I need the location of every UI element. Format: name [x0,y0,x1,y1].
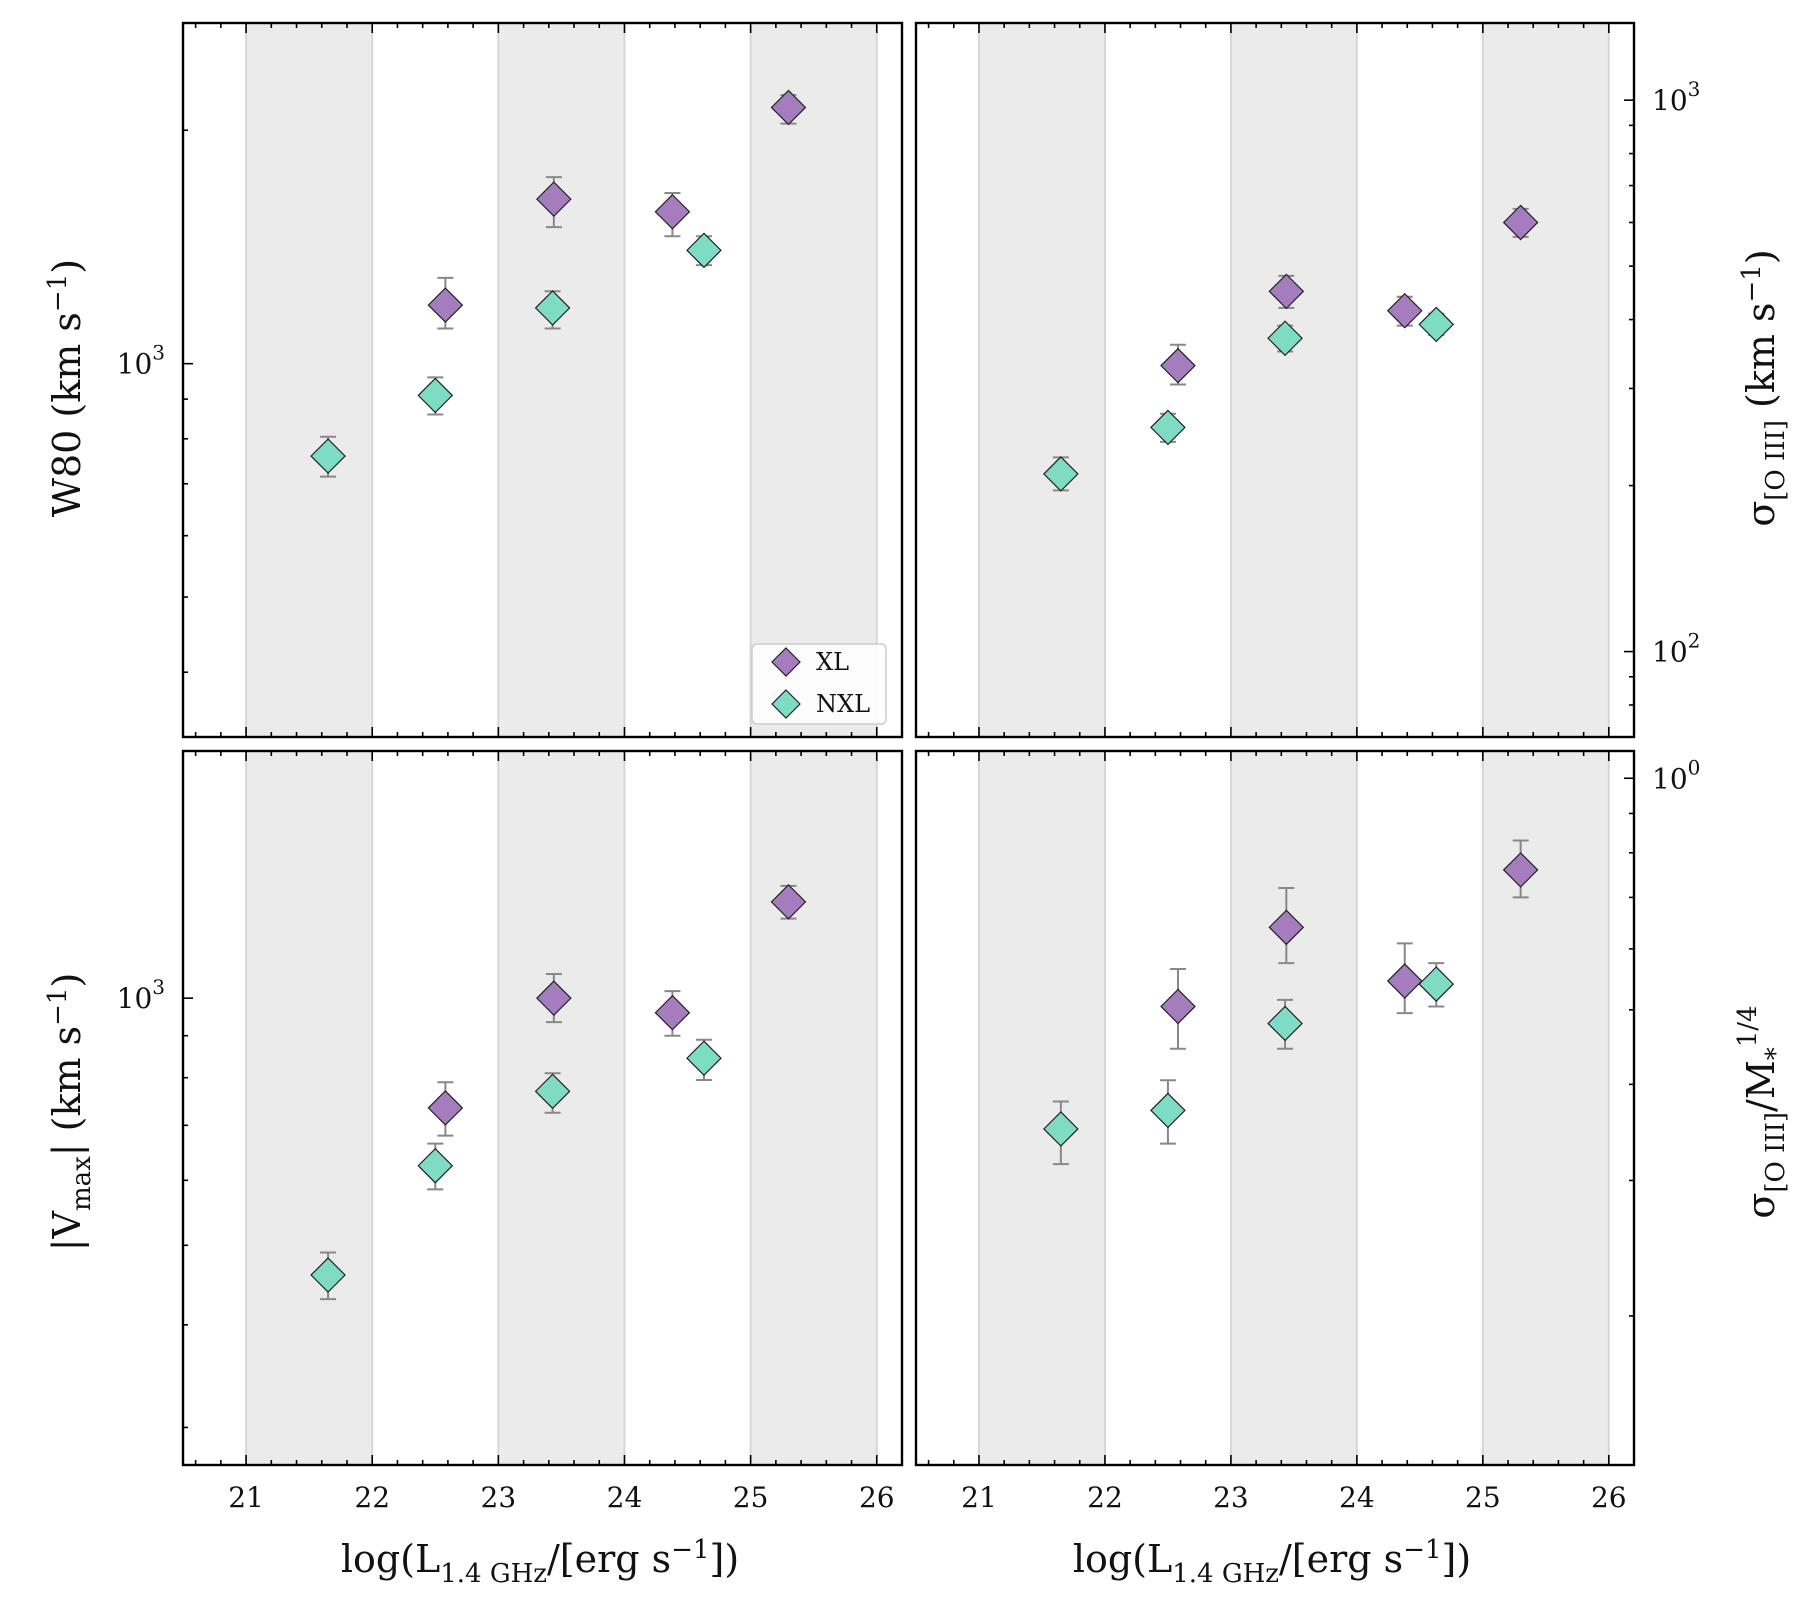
point-xl [1268,273,1305,310]
point-xl [536,980,572,1016]
point-xl [427,1090,464,1126]
band-1 [497,22,626,738]
panel-sigma-norm: 21 22 23 24 25 26 100 [914,749,1700,1514]
point-nxl [1043,1111,1079,1147]
panel-frame [914,21,1636,739]
point-xl [770,89,807,126]
point-nxl [1150,409,1186,446]
point-nxl [310,1257,346,1293]
ylabel-w80: W80 (km s−1) [43,259,89,517]
point-xl [1502,204,1539,241]
point-xl [654,193,691,230]
point-nxl [1267,1005,1303,1042]
point-xl [1160,347,1196,384]
legend-xl-label: XL [816,648,849,676]
band-1 [1229,750,1358,1466]
point-xl [770,884,807,920]
panel-vmax: 21 22 23 24 25 26 103 [117,749,904,1514]
band-2 [749,750,878,1466]
ylabel-sigma-norm: σ[O III]/M*1/4 [1733,1005,1791,1218]
point-nxl [310,438,346,474]
band-2 [1481,750,1610,1466]
panel-frame [181,21,904,739]
x-tick-label: 26 [859,1481,895,1514]
point-nxl [1267,320,1303,357]
panel-frame [914,749,1636,1467]
panel-sigma: 103 102 [914,21,1700,739]
band-0 [245,22,374,738]
x-tick-label: 25 [733,1481,769,1514]
point-nxl [1418,306,1455,343]
point-nxl [534,1073,571,1110]
band-0 [977,22,1106,738]
point-xl [1160,988,1196,1025]
point-nxl [1043,456,1079,492]
point-xl [1386,963,1423,999]
y-tick-label: 102 [1652,629,1700,669]
point-xl [654,994,691,1031]
point-xl [427,287,464,323]
point-nxl [417,1147,454,1184]
point-nxl [1150,1092,1186,1129]
y-tick-label: 103 [117,975,165,1015]
band-1 [497,750,626,1466]
band-1 [1229,22,1358,738]
xlabel-right: log(L1.4 GHz/[erg s−1]) [1073,1535,1471,1589]
x-tick-label: 24 [607,1481,643,1514]
band-2 [749,22,878,738]
x-tick-label: 24 [1339,1481,1375,1514]
x-tick-label: 22 [1087,1481,1123,1514]
band-2 [1481,22,1610,738]
point-nxl [686,232,722,269]
legend-xl-marker [771,647,801,677]
x-tick-label: 25 [1465,1481,1501,1514]
x-tick-label: 23 [481,1481,517,1514]
ylabel-vmax: |Vmax| (km s−1) [43,973,97,1252]
legend: XL NXL [751,643,887,725]
y-tick-label: 103 [117,341,165,381]
point-xl [536,181,572,217]
legend-nxl-marker [771,689,801,719]
x-tick-label: 22 [354,1481,390,1514]
point-nxl [686,1040,722,1077]
x-tick-label: 21 [961,1481,997,1514]
ylabel-sigma: σ[O III] (km s−1) [1737,249,1791,526]
x-tick-label: 23 [1213,1481,1249,1514]
point-nxl [417,377,454,414]
band-0 [977,750,1106,1466]
panel-w80: 103 [117,21,904,739]
y-tick-label: 103 [1652,77,1700,117]
x-tick-label: 26 [1591,1481,1627,1514]
band-0 [245,750,374,1466]
point-xl [1502,852,1539,888]
point-xl [1386,292,1423,329]
y-tick-label: 100 [1652,755,1700,795]
legend-nxl-label: NXL [816,690,870,718]
x-tick-label: 21 [228,1481,264,1514]
xlabel-left: log(L1.4 GHz/[erg s−1]) [341,1535,739,1589]
panel-frame [181,749,904,1467]
point-nxl [534,290,571,326]
point-xl [1268,909,1305,946]
point-nxl [1418,966,1455,1002]
